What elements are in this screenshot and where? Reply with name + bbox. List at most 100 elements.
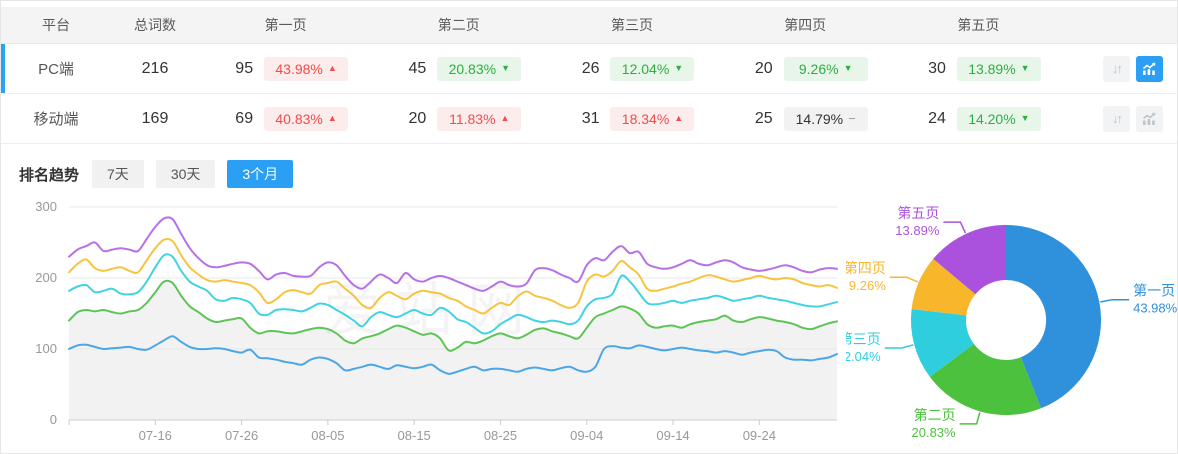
page-count: 20 — [408, 109, 427, 127]
slice-label-pct: 43.98% — [1133, 301, 1178, 316]
page-count: 25 — [754, 109, 773, 127]
trend-section-header: 排名趋势 7天 30天 3个月 — [1, 144, 1177, 190]
col-header-page1: 第一页 — [264, 17, 307, 33]
donut-slice-4[interactable] — [933, 224, 1006, 295]
slice-label-name: 第五页 — [897, 205, 939, 221]
col-header-page5: 第五页 — [957, 17, 1000, 33]
change-badge: 11.83% ▲ — [437, 106, 522, 131]
platform-label: PC端 — [38, 61, 74, 78]
page-count: 45 — [408, 59, 427, 77]
col-header-page4: 第四页 — [784, 17, 827, 33]
slice-label-pct: 13.89% — [895, 223, 940, 238]
slice-label-name: 第四页 — [846, 260, 886, 276]
page-count: 20 — [754, 59, 773, 77]
sort-button[interactable]: ↓↑ — [1102, 105, 1130, 132]
slice-label-name: 第一页 — [1133, 283, 1175, 299]
col-header-platform: 平台 — [42, 17, 70, 33]
change-badge: 13.89% ▼ — [956, 56, 1041, 81]
line-chart-svg: 0100200300爱站网07-1607-2608-0508-1508-2509… — [35, 199, 838, 443]
x-axis-tick-label: 08-05 — [311, 428, 344, 443]
donut-slice-1[interactable] — [929, 343, 1042, 416]
slice-label-name: 第三页 — [846, 331, 881, 347]
page2-cell: 45 20.83% ▼ — [372, 56, 545, 81]
donut-chart-svg: 第一页 43.98% 第二页 20.83% 第三页 12.04% 第四页 9.26% 第五页 13… — [837, 205, 1178, 440]
change-up-icon: ▲ — [674, 113, 684, 123]
page1-cell: 69 40.83% ▲ — [199, 106, 372, 131]
label-leader-line — [1100, 298, 1130, 303]
change-badge: 14.79% − — [783, 106, 868, 131]
y-axis-tick-label: 0 — [50, 412, 57, 427]
page-count: 26 — [581, 59, 600, 77]
change-flat-icon: − — [848, 111, 856, 126]
change-pct: 43.98% — [275, 60, 323, 77]
donut-slice-0[interactable] — [1006, 224, 1102, 409]
change-badge: 14.20% ▼ — [956, 106, 1041, 131]
change-down-icon: ▼ — [843, 63, 853, 73]
change-pct: 9.26% — [798, 60, 839, 77]
change-pct: 14.79% — [795, 110, 844, 127]
x-axis-tick-label: 07-26 — [225, 428, 258, 443]
change-pct: 40.83% — [275, 110, 323, 127]
change-up-icon: ▲ — [500, 113, 510, 123]
line-series-3 — [68, 237, 838, 315]
platform-label: 移动端 — [33, 111, 79, 128]
label-leader-line — [959, 412, 981, 425]
total-words-value: 216 — [141, 59, 169, 77]
change-badge: 18.34% ▲ — [610, 106, 695, 131]
page-count: 69 — [235, 109, 254, 127]
change-pct: 12.04% — [621, 60, 670, 77]
page2-cell: 20 11.83% ▲ — [372, 106, 545, 131]
table-row-pc[interactable]: PC端 216 95 43.98% ▲ 45 20.83% ▼ 26 12.04% ▼ 20 9.26%… — [1, 44, 1177, 94]
label-leader-line — [884, 344, 914, 349]
x-axis-tick-label: 09-04 — [570, 428, 603, 443]
col-header-page2: 第二页 — [437, 17, 480, 33]
page3-cell: 26 12.04% ▼ — [545, 56, 718, 81]
page4-cell: 25 14.79% − — [719, 106, 892, 131]
change-badge: 12.04% ▼ — [610, 56, 695, 81]
range-tab-2[interactable]: 3个月 — [227, 160, 294, 188]
line-series-1 — [68, 279, 838, 352]
sort-arrows-icon: ↓↑ — [1111, 111, 1123, 126]
change-down-icon: ▼ — [674, 63, 684, 73]
change-pct: 20.83% — [448, 60, 497, 77]
page-count: 24 — [928, 109, 946, 127]
table-row-mobile[interactable]: 移动端 169 69 40.83% ▲ 20 11.83% ▲ 31 18.34% ▲ 25 14.79… — [1, 94, 1177, 144]
page1-cell: 95 43.98% ▲ — [199, 56, 372, 81]
change-pct: 11.83% — [449, 110, 496, 127]
change-badge: 40.83% ▲ — [264, 106, 349, 131]
x-axis-tick-label: 08-15 — [398, 428, 431, 443]
change-pct: 13.89% — [968, 60, 1016, 77]
change-badge: 9.26% ▼ — [783, 56, 868, 81]
change-badge: 20.83% ▼ — [437, 56, 522, 81]
show-trend-button[interactable] — [1135, 105, 1163, 132]
y-axis-tick-label: 300 — [35, 199, 57, 214]
slice-label-pct: 20.83% — [912, 425, 957, 440]
trend-line-chart: 0100200300爱站网07-1607-2608-0508-1508-2509… — [1, 190, 846, 453]
page-count: 31 — [581, 109, 600, 127]
page4-cell: 20 9.26% ▼ — [719, 56, 892, 81]
show-trend-button[interactable] — [1135, 55, 1163, 82]
range-tab-0[interactable]: 7天 — [92, 160, 144, 188]
sort-button[interactable]: ↓↑ — [1102, 55, 1130, 82]
change-pct: 14.20% — [968, 110, 1016, 127]
col-header-total: 总词数 — [134, 17, 176, 33]
rank-table: 平台 总词数 第一页 第二页 第三页 第四页 第五页 PC端 216 95 43.98… — [1, 7, 1177, 144]
charts-area: 0100200300爱站网07-1607-2608-0508-1508-2509… — [1, 190, 1178, 453]
table-body: PC端 216 95 43.98% ▲ 45 20.83% ▼ 26 12.04% ▼ 20 9.26%… — [1, 44, 1177, 144]
change-down-icon: ▼ — [1020, 63, 1030, 73]
range-tab-1[interactable]: 30天 — [155, 160, 216, 188]
line-series-4 — [68, 216, 838, 292]
slice-label-pct: 9.26% — [849, 278, 886, 293]
x-axis-tick-label: 09-24 — [743, 428, 776, 443]
slice-label-pct: 12.04% — [846, 349, 881, 364]
page5-cell: 30 13.89% ▼ — [892, 56, 1065, 81]
change-up-icon: ▲ — [327, 113, 337, 123]
trend-title: 排名趋势 — [19, 166, 80, 184]
slice-label-name: 第二页 — [914, 407, 956, 423]
donut-slice-3[interactable] — [911, 258, 976, 316]
donut-slice-2[interactable] — [910, 309, 974, 377]
total-words-value: 169 — [141, 109, 169, 127]
x-axis-tick-label: 07-16 — [139, 428, 172, 443]
row-actions: ↓↑ — [1065, 55, 1177, 82]
